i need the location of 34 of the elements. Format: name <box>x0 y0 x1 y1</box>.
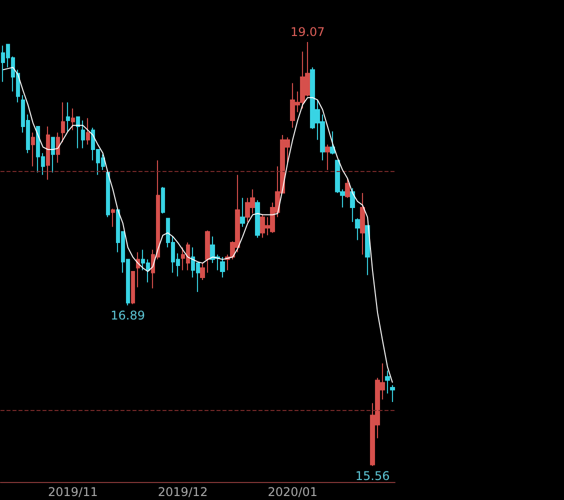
candlestick <box>385 370 390 394</box>
candlestick <box>71 108 75 131</box>
candlestick <box>345 178 350 198</box>
candlestick <box>31 132 35 167</box>
annotation: 19.07 <box>290 25 325 39</box>
candlestick <box>355 218 360 241</box>
annotation: 16.89 <box>110 308 146 322</box>
annotation: 15.56 <box>355 469 390 483</box>
candlestick <box>131 271 135 305</box>
candlestick <box>325 144 330 171</box>
candlestick <box>200 262 205 280</box>
x-tick-label: 2020/01 <box>268 485 318 499</box>
candlestick <box>205 230 210 274</box>
candlestick <box>255 200 260 238</box>
candlestick <box>136 252 140 288</box>
candlestick <box>365 225 370 276</box>
candlestick <box>390 384 395 402</box>
candlestick <box>61 102 65 143</box>
candlestick <box>220 256 225 278</box>
candlestick <box>66 102 70 132</box>
candlestick <box>360 192 365 256</box>
candlestick <box>51 136 55 173</box>
x-tick-label: 2019/12 <box>158 485 208 499</box>
candlestick <box>111 208 115 228</box>
candlestick <box>350 188 355 222</box>
candlestick <box>56 132 60 164</box>
candlestick <box>46 126 50 180</box>
candlestick <box>161 186 165 214</box>
candlestick <box>76 116 80 149</box>
candlestick <box>86 118 90 146</box>
candlestick <box>240 197 245 228</box>
x-tick-label: 2019/11 <box>48 485 98 499</box>
candlestick <box>330 130 335 155</box>
candlestick <box>81 120 85 149</box>
